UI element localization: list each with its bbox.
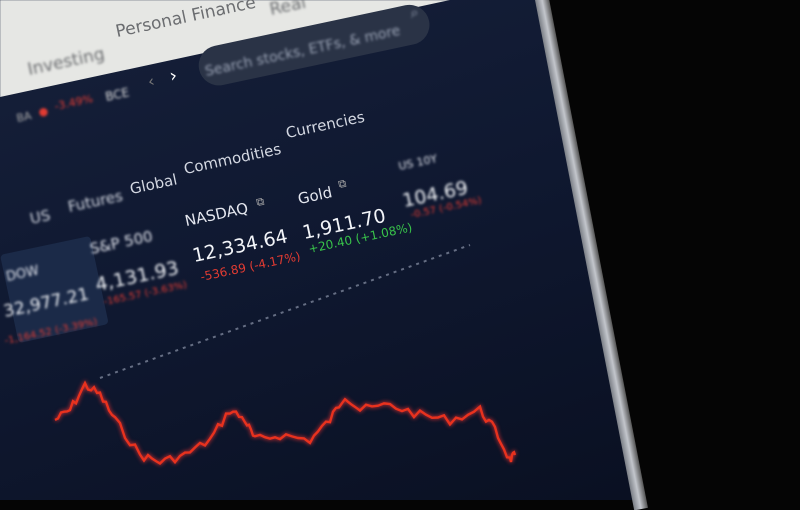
monitor-screen [0,0,640,500]
price-line [54,380,517,466]
previous-close-line [99,244,471,379]
